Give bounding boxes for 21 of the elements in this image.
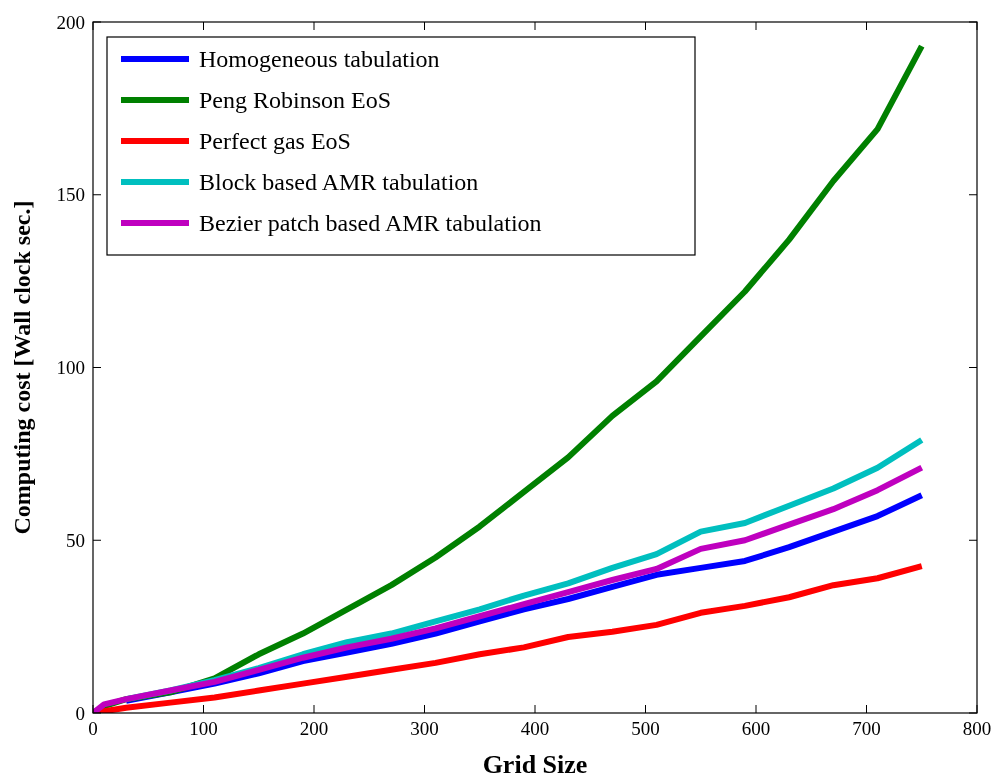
x-tick-label: 700: [852, 718, 881, 739]
y-tick-label: 50: [66, 529, 85, 551]
legend-label: Block based AMR tabulation: [199, 169, 479, 196]
x-tick-label: 600: [741, 718, 771, 739]
legend-label: Peng Robinson EoS: [199, 87, 392, 114]
x-tick-label: 300: [410, 718, 439, 739]
y-tick-label: 0: [75, 702, 85, 724]
y-tick-label: 200: [56, 11, 85, 33]
x-tick-label: 800: [962, 718, 992, 739]
x-tick-label: 500: [631, 718, 660, 739]
legend-label: Homogeneous tabulation: [199, 46, 440, 73]
legend-label: Perfect gas EoS: [199, 128, 351, 155]
x-tick-label: 200: [299, 718, 329, 739]
y-tick-label: 100: [56, 357, 85, 379]
x-tick-label: 400: [520, 718, 550, 739]
y-axis-title: Computing cost [Wall clock sec.]: [9, 200, 35, 535]
legend-label: Bezier patch based AMR tabulation: [199, 210, 542, 237]
x-tick-label: 0: [88, 718, 98, 739]
x-tick-label: 100: [189, 718, 218, 739]
y-tick-label: 150: [56, 184, 85, 206]
x-axis-title: Grid Size: [482, 750, 588, 779]
